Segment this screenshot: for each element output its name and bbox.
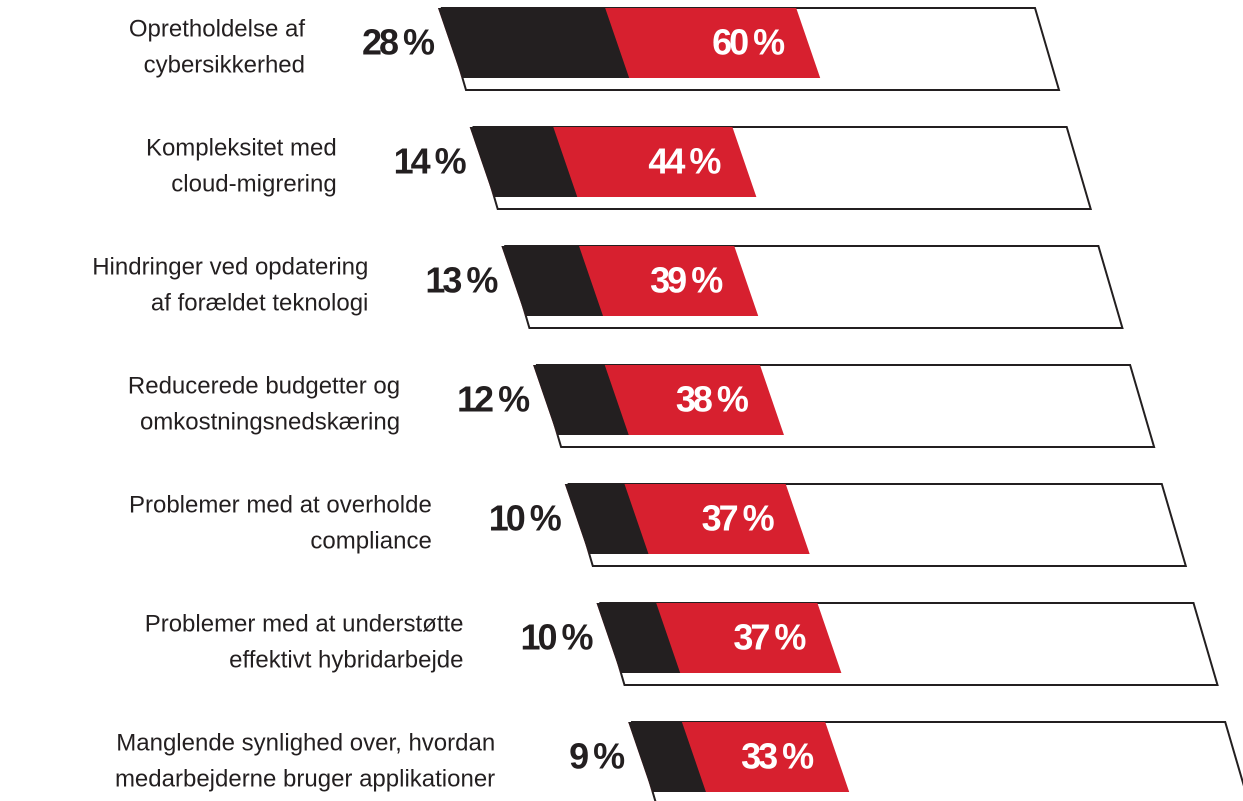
category-label: cybersikkerhed xyxy=(144,51,305,78)
category-label: medarbejderne bruger applikationer xyxy=(115,765,495,792)
bar xyxy=(564,484,649,554)
value-label: 33 % xyxy=(741,736,814,777)
category-label: Hindringer ved opdatering xyxy=(92,253,368,280)
category-label: Manglende synlighed over, hvordan xyxy=(116,729,495,756)
value-label: 13 % xyxy=(425,260,498,301)
value-label: 37 % xyxy=(702,498,775,539)
category-label: Opretholdelse af xyxy=(129,15,305,42)
category-label: Kompleksitet med xyxy=(146,134,337,161)
category-label: af forældet teknologi xyxy=(151,289,368,316)
bar xyxy=(533,365,629,435)
value-label: 12 % xyxy=(457,379,530,420)
category-label: Problemer med at overholde xyxy=(129,491,432,518)
bar xyxy=(438,8,630,78)
value-label: 14 % xyxy=(394,141,467,182)
category-label: cloud-migrering xyxy=(171,170,336,197)
category-label: omkostningsnedskæring xyxy=(140,408,400,435)
value-label: 9 % xyxy=(569,736,625,777)
value-label: 37 % xyxy=(733,617,806,658)
bar xyxy=(469,127,578,197)
value-label: 39 % xyxy=(650,260,723,301)
category-label: effektivt hybridarbejde xyxy=(229,646,463,673)
value-label: 28 % xyxy=(362,22,435,63)
value-label: 44 % xyxy=(648,141,721,182)
value-label: 60 % xyxy=(712,22,785,63)
value-label: 10 % xyxy=(489,498,562,539)
category-label: Reducerede budgetter og xyxy=(128,372,400,399)
value-label: 38 % xyxy=(676,379,749,420)
value-label: 10 % xyxy=(520,617,593,658)
category-label: compliance xyxy=(310,527,431,554)
bar xyxy=(628,722,706,792)
bar xyxy=(596,603,681,673)
bar xyxy=(501,246,604,316)
category-label: Problemer med at understøtte xyxy=(145,610,464,637)
